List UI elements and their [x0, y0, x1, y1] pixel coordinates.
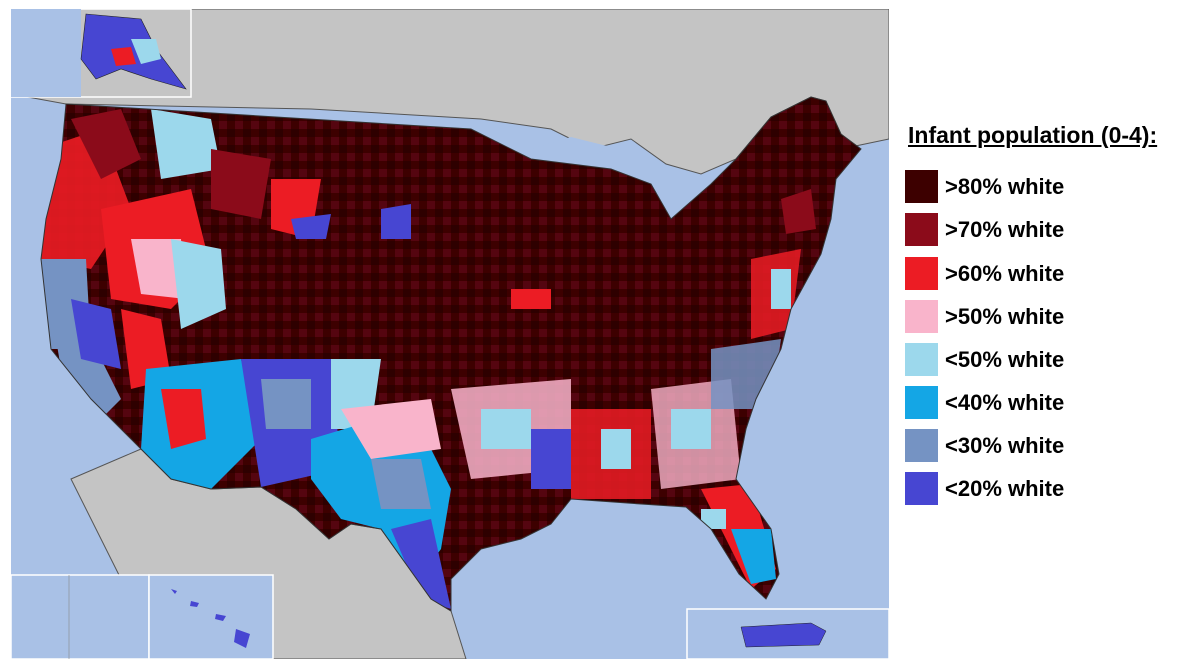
legend-swatch: [905, 257, 938, 290]
legend-item: <20% white: [905, 472, 1195, 508]
legend-swatch: [905, 472, 938, 505]
legend-item: >60% white: [905, 257, 1195, 293]
legend-swatch: [905, 386, 938, 419]
legend-item: <30% white: [905, 429, 1195, 465]
puerto-rico-inset: [686, 608, 889, 659]
legend-swatch: [905, 343, 938, 376]
hawaii-inset: [148, 574, 274, 659]
legend-swatch: [905, 429, 938, 462]
legend-item: >50% white: [905, 300, 1195, 336]
legend-item: <50% white: [905, 343, 1195, 379]
legend-label: <30% white: [945, 433, 1065, 458]
legend-label: <40% white: [945, 390, 1065, 415]
legend-item: >70% white: [905, 213, 1195, 249]
alaska-inset: [11, 9, 192, 98]
legend-swatch: [905, 170, 938, 203]
legend-label: >80% white: [945, 174, 1065, 199]
legend-swatch: [905, 213, 938, 246]
legend-title: Infant population (0-4):: [908, 122, 1158, 148]
legend-label: >50% white: [945, 304, 1065, 329]
legend-item: <40% white: [905, 386, 1195, 422]
legend-swatch: [905, 300, 938, 333]
pacific-inset: [11, 574, 150, 659]
legend-label: >60% white: [945, 261, 1065, 286]
great-lake-superior: [531, 137, 611, 161]
legend-label: <20% white: [945, 476, 1065, 501]
choropleth-map: [11, 9, 889, 659]
legend-label: <50% white: [945, 347, 1065, 372]
legend-label: >70% white: [945, 217, 1065, 242]
legend-item: >80% white: [905, 170, 1195, 206]
